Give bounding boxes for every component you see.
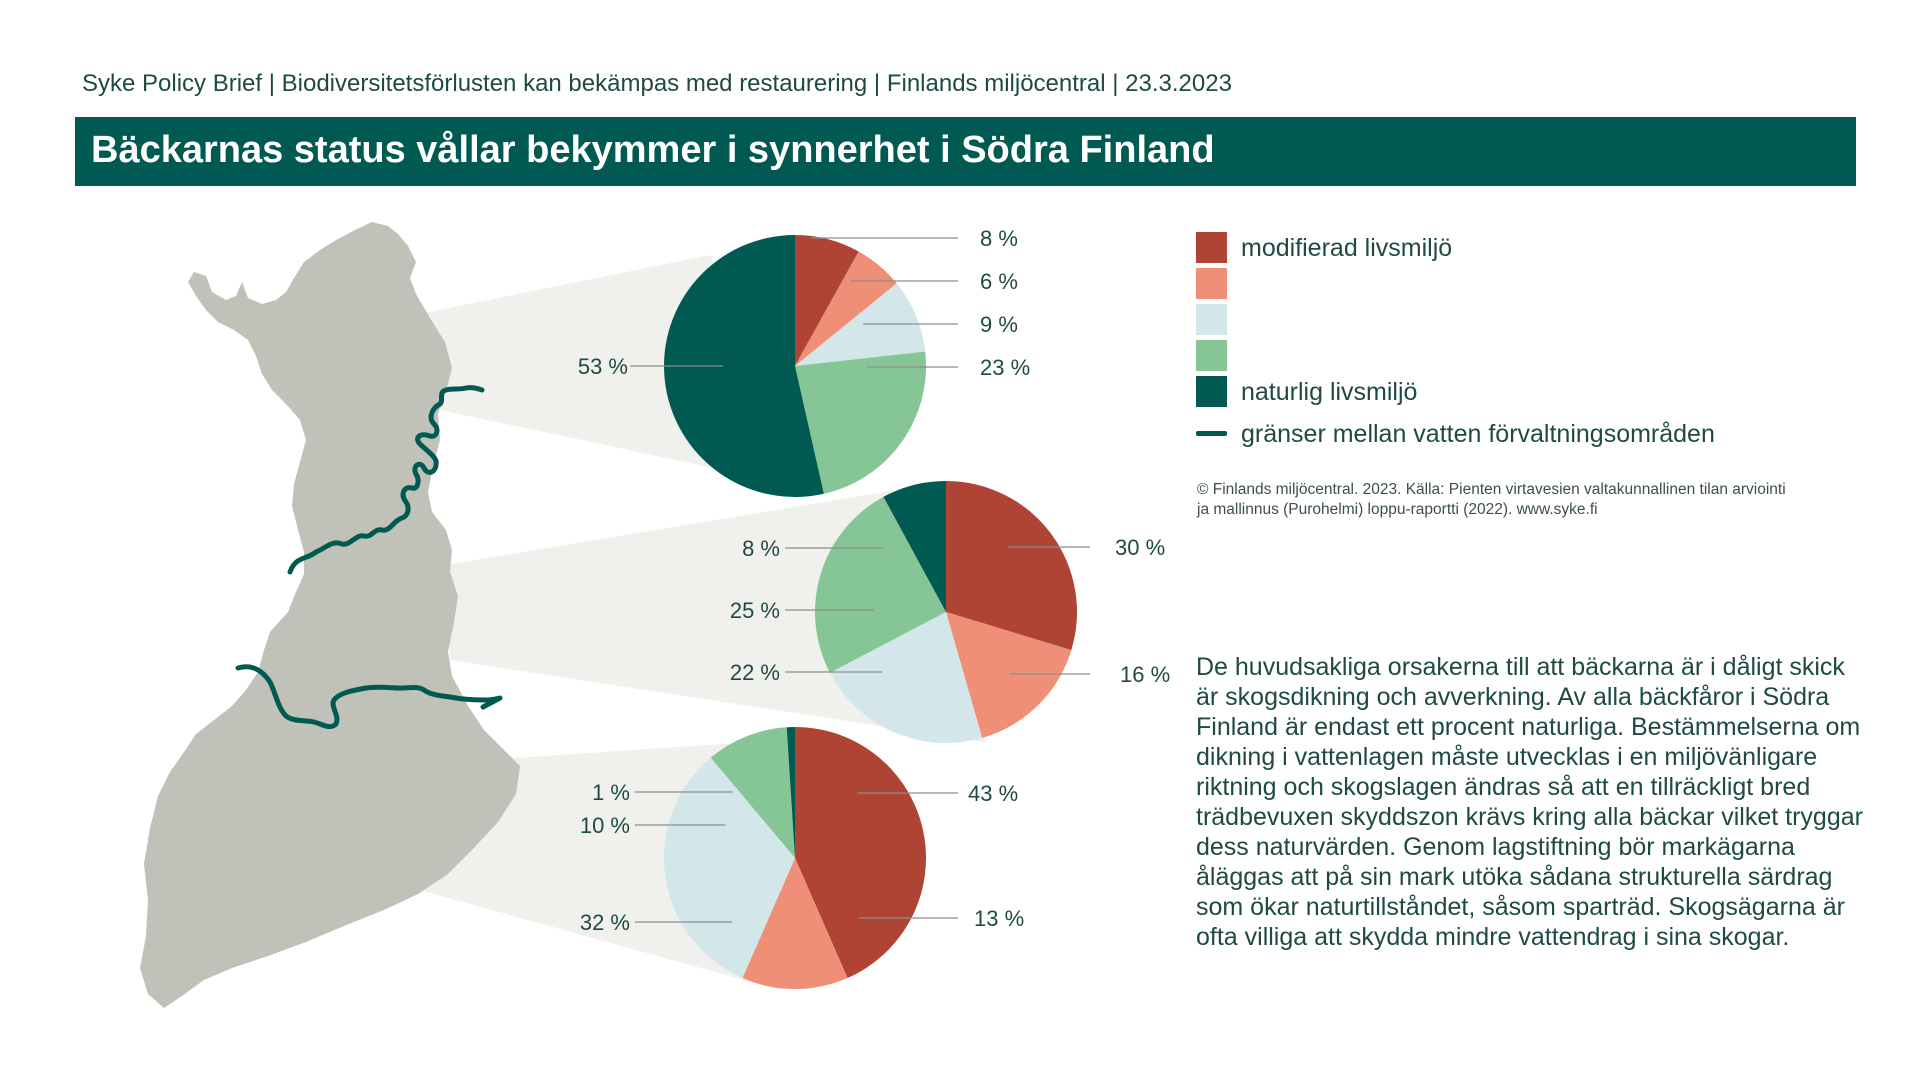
map-and-pie-charts: 8 % 6 % 9 % 23 % 53 % 30 % 16 % 22 % 25 % 8 % 43 %…: [140, 222, 1170, 1008]
legend-item-boundary: gränser mellan vatten förvaltningsområde…: [1196, 418, 1756, 448]
data-label: 53 %: [578, 354, 628, 379]
legend-swatch: [1196, 376, 1227, 407]
pie-slice: [795, 235, 859, 366]
water-management-boundaries: [235, 385, 503, 730]
legend-boundary-label: gränser mellan vatten förvaltningsområde…: [1241, 420, 1715, 448]
legend-label: modifierad livsmiljö: [1241, 234, 1453, 262]
pie-slice: [795, 727, 927, 979]
pie-slice: [814, 496, 946, 673]
data-label: 22 %: [730, 660, 780, 685]
source-credit: © Finlands miljöcentral. 2023. Källa: Pi…: [1197, 481, 1786, 518]
pie-slice: [946, 481, 1077, 651]
pie-slice: [742, 858, 848, 990]
legend-label: naturlig livsmiljö: [1241, 378, 1418, 406]
data-label: 8 %: [980, 226, 1018, 251]
pie-slice: [710, 727, 795, 858]
data-label: 23 %: [980, 355, 1030, 380]
data-label: 6 %: [980, 269, 1018, 294]
data-label: 30 %: [1115, 535, 1165, 560]
legend-item: [1196, 304, 1756, 335]
pie-slice: [664, 235, 824, 497]
page-title: Bäckarnas status vållar bekymmer i synne…: [91, 129, 1215, 171]
pie-slice: [795, 351, 926, 494]
data-label: 13 %: [974, 906, 1024, 931]
legend-swatch: [1196, 268, 1227, 299]
data-label: 43 %: [968, 781, 1018, 806]
header-topline: Syke Policy Brief | Biodiversitetsförlus…: [82, 70, 1232, 97]
data-label: 25 %: [730, 598, 780, 623]
finland-map: [140, 222, 520, 1008]
legend-item: modifierad livsmiljö: [1196, 232, 1756, 263]
legend-item: naturlig livsmiljö: [1196, 376, 1756, 407]
data-label: 9 %: [980, 312, 1018, 337]
boundary-line-north: [287, 385, 485, 575]
data-label: 10 %: [580, 813, 630, 838]
pie-slice: [664, 757, 795, 979]
body-text: De huvudsakliga orsakerna till att bäcka…: [1196, 653, 1863, 951]
data-label: 32 %: [580, 910, 630, 935]
pie-slice: [786, 727, 795, 858]
data-label: 1 %: [592, 780, 630, 805]
legend-swatch: [1196, 232, 1227, 263]
data-label: 8 %: [742, 536, 780, 561]
boundary-line-icon: [1196, 431, 1227, 436]
pie-slice: [946, 612, 1072, 738]
pie-slice: [829, 612, 983, 743]
pie-slice: [883, 481, 946, 612]
boundary-line-south: [235, 664, 503, 730]
pie-slice: [795, 283, 926, 366]
title-bar: Bäckarnas status vållar bekymmer i synne…: [75, 117, 1856, 186]
pie-slice: [795, 251, 897, 366]
data-label: 16 %: [1120, 662, 1170, 687]
legend-item: [1196, 268, 1756, 299]
legend-swatch: [1196, 340, 1227, 371]
legend-item: [1196, 340, 1756, 371]
legend-swatch: [1196, 304, 1227, 335]
